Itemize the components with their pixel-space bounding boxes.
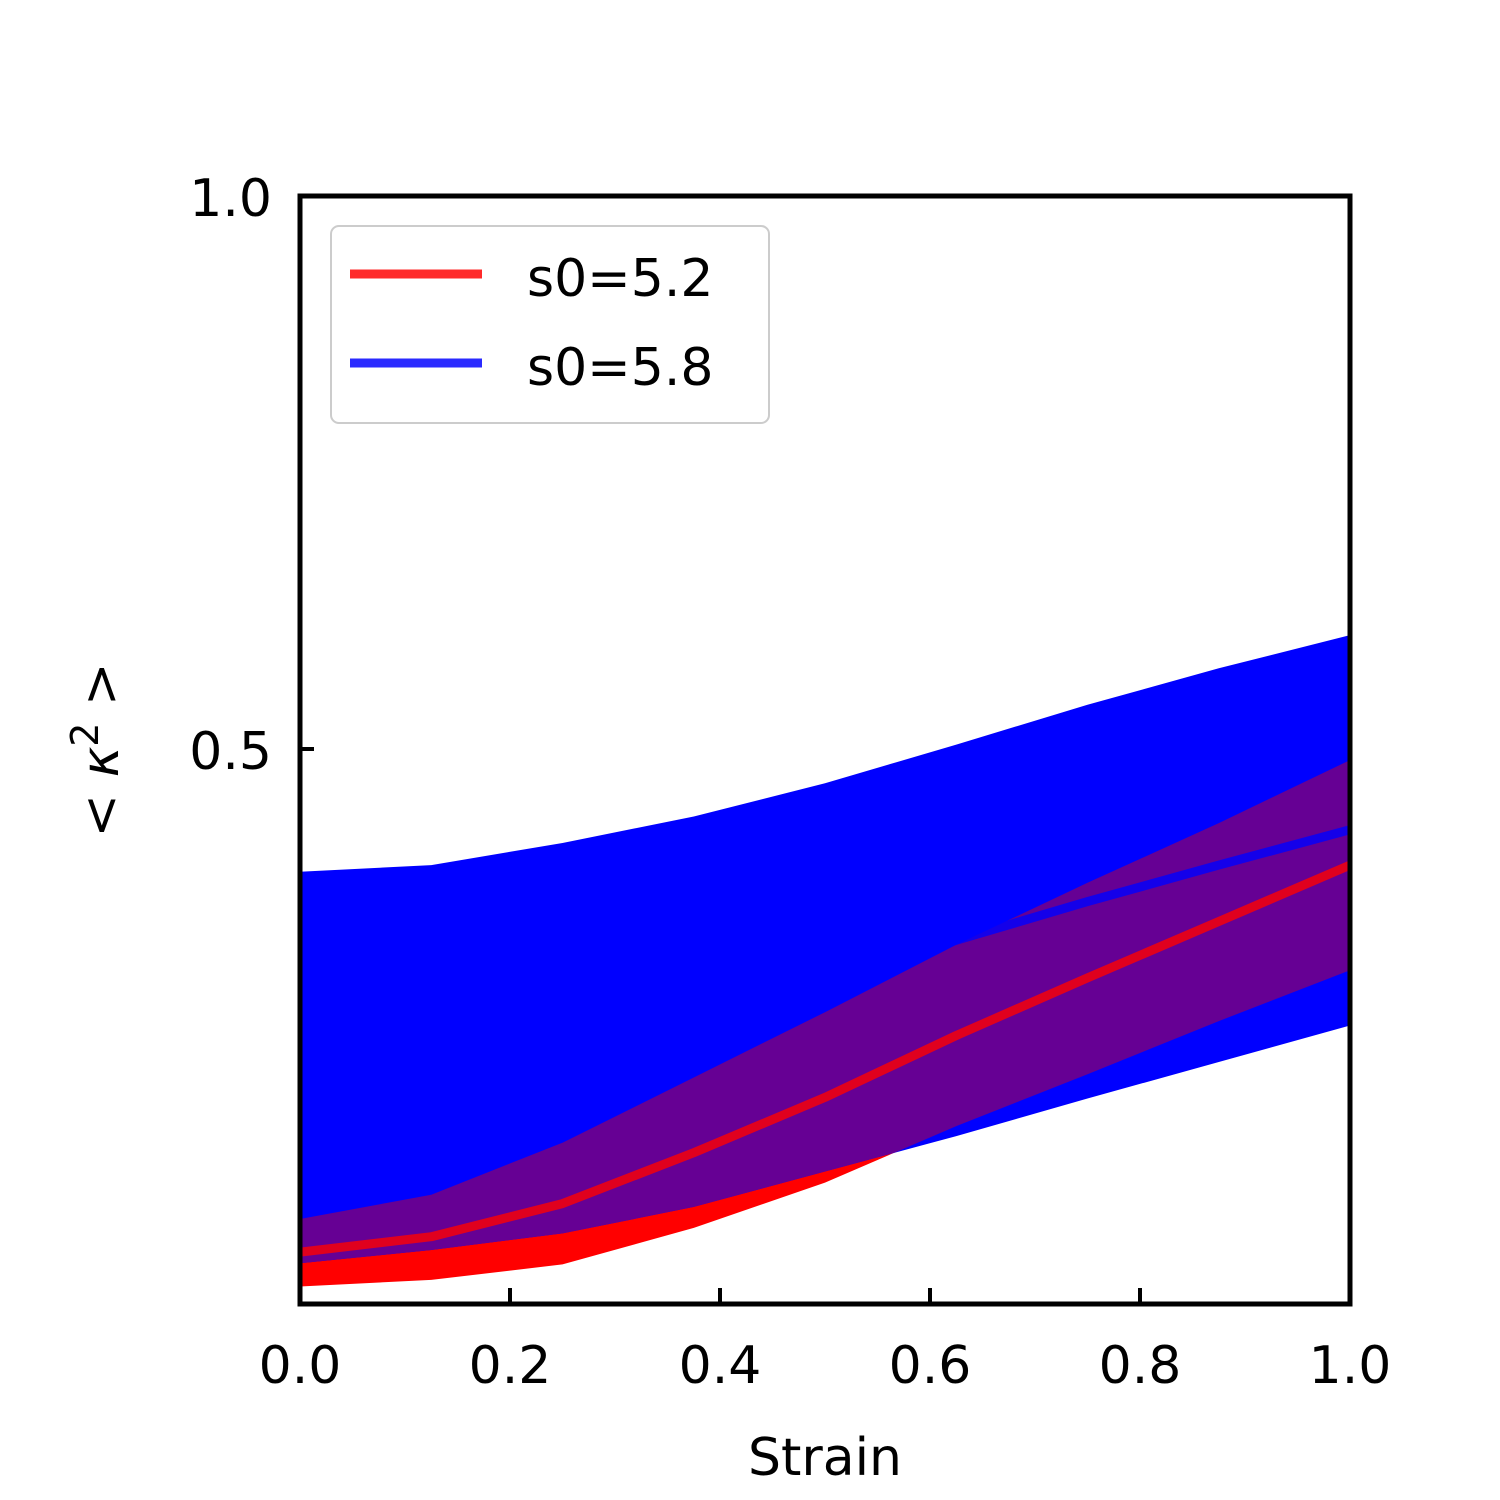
line-s0-5.2 (300, 860, 1350, 1257)
y-tick-label: 1.0 (189, 169, 272, 229)
x-axis-ticks: 0.0 0.2 0.4 0.6 0.8 1.0 (259, 1288, 1392, 1396)
line-s0-5.8 (300, 825, 1350, 1072)
y-tick-label: 0.5 (189, 722, 272, 782)
x-tick-label: 0.6 (889, 1336, 972, 1396)
x-tick-label: 0.8 (1099, 1336, 1182, 1396)
x-tick-label: 1.0 (1309, 1336, 1392, 1396)
legend: s0=5.2 s0=5.8 (330, 225, 770, 424)
x-tick-label: 0.2 (469, 1336, 552, 1396)
plot-area (300, 635, 1350, 1287)
band-s0-5.8 (300, 635, 1350, 1264)
band-overlap (300, 760, 1350, 1264)
x-tick-label: 0.4 (679, 1336, 762, 1396)
y-axis-label: < κ2 > (63, 662, 131, 837)
legend-label-s0-5.8: s0=5.8 (527, 338, 713, 398)
x-axis-label: Strain (748, 1428, 902, 1488)
legend-label-s0-5.2: s0=5.2 (527, 249, 713, 309)
y-axis-ticks: 0.5 1.0 (189, 169, 314, 782)
x-tick-label: 0.0 (259, 1336, 342, 1396)
